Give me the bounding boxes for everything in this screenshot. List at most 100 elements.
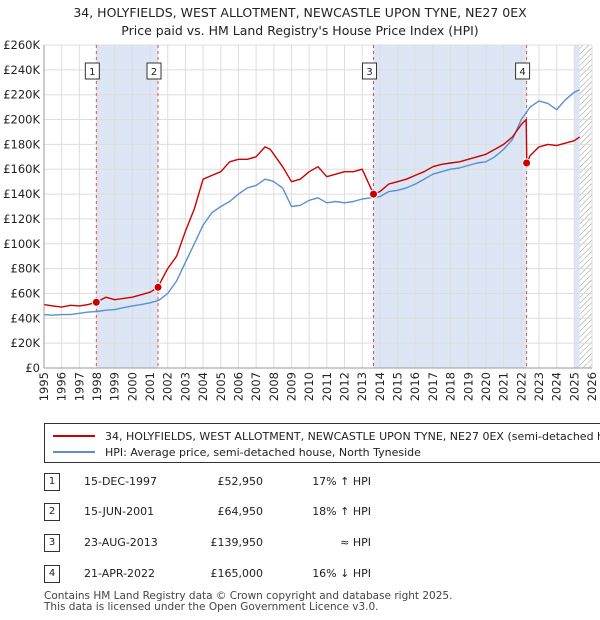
y-tick-label: £260K — [3, 38, 40, 52]
x-tick-label: 2008 — [267, 372, 281, 401]
x-tick-label: 2003 — [178, 372, 192, 401]
shaded-range — [574, 45, 580, 368]
x-tick-label: 2005 — [214, 372, 228, 401]
title-line-1: 34, HOLYFIELDS, WEST ALLOTMENT, NEWCASTL… — [73, 5, 527, 20]
legend-swatch-hpi — [53, 451, 95, 453]
sale-4-point — [522, 158, 532, 168]
shaded-range — [96, 45, 159, 368]
sale-date: 23-AUG-2013 — [84, 536, 158, 549]
sale-hpi-comparison: ≈ HPI — [340, 536, 371, 549]
y-tick-label: £60K — [11, 286, 41, 300]
sale-row: 4 21-APR-2022 £165,000 16% ↓ HPI — [44, 564, 384, 584]
sale-date: 15-JUN-2001 — [84, 505, 155, 518]
legend: 34, HOLYFIELDS, WEST ALLOTMENT, NEWCASTL… — [44, 423, 600, 463]
x-tick-label: 2013 — [355, 372, 369, 401]
x-tick-label: 2011 — [320, 372, 334, 401]
price-paid-line — [43, 118, 581, 308]
sale-3-label-box: 3 — [362, 62, 378, 80]
x-tick-label: 2019 — [461, 372, 475, 401]
y-tick-label: £140K — [3, 187, 40, 201]
footer-licence: This data is licensed under the Open Gov… — [44, 601, 379, 613]
footer: Contains HM Land Registry data © Crown c… — [44, 591, 452, 613]
x-tick-label: 2004 — [196, 372, 210, 401]
y-tick-label: £40K — [11, 311, 41, 325]
x-tick-label: 2018 — [444, 372, 458, 401]
sale-hpi-comparison: 18% ↑ HPI — [312, 505, 371, 518]
sale-label-number: 2 — [151, 67, 157, 78]
x-tick-label: 2007 — [249, 372, 263, 401]
y-tick-label: £180K — [3, 137, 40, 151]
shaded-range — [373, 45, 527, 368]
sale-row: 2 15-JUN-2001 £64,950 18% ↑ HPI — [44, 502, 384, 522]
sale-date: 15-DEC-1997 — [84, 475, 158, 488]
sale-hpi-comparison: 16% ↓ HPI — [312, 567, 371, 580]
sale-row: 3 23-AUG-2013 £139,950 ≈ HPI — [44, 533, 384, 553]
sale-price: £165,000 — [210, 567, 264, 580]
x-tick-label: 2009 — [284, 372, 298, 401]
sale-date: 21-APR-2022 — [84, 567, 156, 580]
sale-label-frame — [362, 62, 378, 80]
sale-label-number: 4 — [519, 67, 525, 78]
sale-2-label-box: 2 — [146, 62, 162, 80]
x-tick-label: 1997 — [72, 372, 86, 401]
x-tick-label: 2016 — [408, 372, 422, 401]
y-tick-label: £100K — [3, 237, 40, 251]
sale-price: £64,950 — [217, 505, 264, 518]
y-tick-label: £220K — [3, 88, 40, 102]
forecast-hatch — [579, 45, 592, 368]
sale-number: 3 — [44, 534, 60, 552]
x-tick-label: 2001 — [143, 372, 157, 401]
sale-number: 2 — [44, 503, 60, 521]
y-tick-label: £80K — [11, 262, 41, 276]
title-line-2: Price paid vs. HM Land Registry's House … — [121, 23, 479, 38]
sale-number: 1 — [44, 473, 60, 491]
sale-4-label-box: 4 — [515, 62, 531, 80]
legend-label-price-paid: 34, HOLYFIELDS, WEST ALLOTMENT, NEWCASTL… — [105, 429, 600, 443]
sale-label-number: 3 — [366, 67, 372, 78]
x-tick-label: 2000 — [125, 372, 139, 401]
x-tick-label: 2023 — [532, 372, 546, 401]
x-tick-label: 2021 — [497, 372, 511, 401]
y-tick-label: £120K — [3, 212, 40, 226]
y-tick-label: £160K — [3, 162, 40, 176]
x-tick-label: 2025 — [567, 372, 581, 401]
hpi-line — [43, 89, 580, 316]
sale-row: 1 15-DEC-1997 £52,950 17% ↑ HPI — [44, 472, 384, 492]
y-tick-label: £0 — [25, 361, 40, 375]
sale-1-label-box: 1 — [84, 62, 100, 80]
x-tick-label: 2026 — [585, 372, 599, 401]
sale-label-frame — [146, 62, 162, 80]
x-tick-label: 2014 — [373, 372, 387, 401]
sale-label-frame — [84, 62, 100, 80]
x-tick-label: 2010 — [302, 372, 316, 401]
sale-1-point — [91, 297, 101, 307]
x-tick-label: 1995 — [37, 372, 51, 401]
price-chart: 1 2 3 4 £0 £20K £40K £60K £80K £100K £120K £140K £1… — [3, 38, 599, 401]
legend-item-hpi: HPI: Average price, semi-detached house,… — [53, 444, 421, 460]
sale-price: £139,950 — [210, 536, 264, 549]
y-tick-label: £20K — [11, 336, 41, 350]
sale-hpi-comparison: 17% ↑ HPI — [312, 475, 371, 488]
x-tick-label: 1998 — [90, 372, 104, 401]
sale-3-point — [369, 189, 379, 199]
x-tick-label: 2024 — [550, 372, 564, 401]
x-tick-label: 2015 — [391, 372, 405, 401]
sale-number: 4 — [44, 565, 60, 583]
x-tick-label: 1996 — [55, 372, 69, 401]
sale-label-frame — [515, 62, 531, 80]
x-tick-label: 2002 — [161, 372, 175, 401]
x-tick-label: 2017 — [426, 372, 440, 401]
chart-title: 34, HOLYFIELDS, WEST ALLOTMENT, NEWCASTL… — [0, 4, 600, 40]
x-tick-label: 2022 — [514, 372, 528, 401]
y-tick-label: £240K — [3, 63, 40, 77]
x-tick-label: 2012 — [338, 372, 352, 401]
y-tick-label: £200K — [3, 113, 40, 127]
sale-2-point — [153, 282, 163, 292]
x-tick-label: 2020 — [479, 372, 493, 401]
sale-label-number: 1 — [89, 67, 95, 78]
sale-price: £52,950 — [217, 475, 264, 488]
legend-swatch-price-paid — [53, 435, 95, 437]
x-tick-label: 1999 — [108, 372, 122, 401]
legend-item-price-paid: 34, HOLYFIELDS, WEST ALLOTMENT, NEWCASTL… — [53, 428, 600, 444]
footer-copyright: Contains HM Land Registry data © Crown c… — [44, 590, 453, 602]
